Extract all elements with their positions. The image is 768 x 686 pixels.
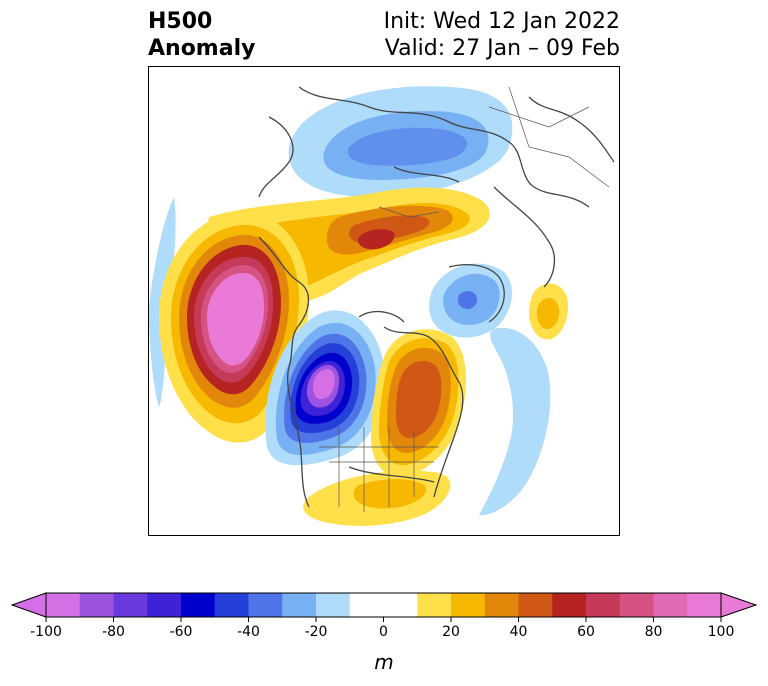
title-line-2: Anomaly — [148, 36, 256, 61]
colorbar-segment — [383, 593, 418, 617]
europe-trough-dark — [457, 291, 478, 310]
colorbar-segment — [518, 593, 553, 617]
colorbar-segment — [552, 593, 587, 617]
colorbar-tick: 80 — [644, 624, 663, 640]
colorbar-tick: 40 — [509, 624, 528, 640]
colorbar-segment — [316, 593, 351, 617]
colorbar-segment — [248, 593, 283, 617]
borders — [319, 86, 610, 512]
colorbar-segment — [687, 593, 722, 617]
init-date: Init: Wed 12 Jan 2022 — [383, 9, 620, 34]
colorbar-segment — [79, 593, 114, 617]
siberia-trough-dark — [347, 127, 468, 166]
colorbar — [10, 592, 758, 622]
valid-range: Valid: 27 Jan – 09 Feb — [384, 36, 620, 61]
south-ridge-gold — [353, 479, 427, 509]
colorbar-segment — [113, 593, 148, 617]
anomaly-map-svg — [149, 86, 615, 526]
colorbar-tick: -20 — [304, 624, 328, 640]
colorbar-tick: -80 — [102, 624, 125, 640]
pacific-ridge-magenta — [207, 273, 265, 366]
colorbar-tick: -100 — [30, 624, 62, 640]
coastlines — [258, 86, 615, 508]
us-trough-violet — [313, 369, 335, 399]
colorbar-segment — [349, 593, 384, 617]
colorbar-tick-labels: -100 -80 -60 -40 -20 0 20 40 60 80 100 — [0, 624, 768, 644]
colorbar-segment — [214, 593, 249, 617]
colorbar-extend-high — [720, 592, 758, 618]
east-asia-ridge-gold — [536, 297, 560, 329]
colorbar-segment — [451, 593, 486, 617]
colorbar-tick: -40 — [237, 624, 260, 640]
colorbar-segment — [181, 593, 216, 617]
colorbar-segment — [619, 593, 654, 617]
anomaly-map — [148, 66, 620, 536]
colorbar-segment — [147, 593, 182, 617]
map-title: H500 Anomaly — [148, 8, 255, 62]
colorbar-tick: -60 — [169, 624, 193, 640]
colorbar-segment — [484, 593, 519, 617]
colorbar-tick: 60 — [577, 624, 595, 640]
title-line-1: H500 — [148, 9, 213, 34]
arctic-ridge-red — [358, 229, 395, 250]
colorbar-segment — [653, 593, 688, 617]
east-ridge-burnt — [396, 360, 442, 439]
colorbar-segment — [417, 593, 452, 617]
colorbar-segment — [282, 593, 317, 617]
colorbar-segment — [46, 593, 81, 617]
atlantic-blue-tongue — [479, 327, 551, 516]
colorbar-tick: 0 — [379, 624, 388, 640]
colorbar-tick: 100 — [707, 624, 735, 640]
colorbar-extend-low — [10, 592, 47, 618]
colorbar-unit: m — [374, 650, 394, 674]
forecast-dates: Init: Wed 12 Jan 2022 Valid: 27 Jan – 09… — [384, 8, 620, 62]
colorbar-segment — [586, 593, 621, 617]
colorbar-tick: 20 — [442, 624, 460, 640]
